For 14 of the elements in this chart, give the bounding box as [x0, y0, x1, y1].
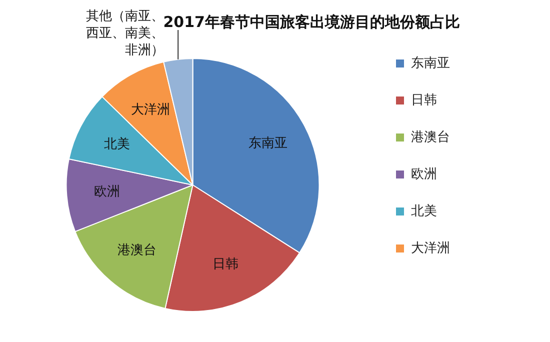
legend-label: 港澳台 — [411, 130, 450, 145]
chart-title: 2017年春节中国旅客出境游目的地份额占比 — [163, 12, 460, 31]
legend-label: 东南亚 — [411, 56, 450, 71]
slice-label: 大洋洲 — [130, 102, 170, 118]
legend-label: 北美 — [411, 202, 437, 219]
slice-label: 东南亚 — [248, 136, 288, 151]
slice-label: 港澳台 — [117, 242, 156, 258]
slice-label: 日韩 — [212, 256, 239, 272]
legend-label: 欧洲 — [411, 166, 437, 182]
legend-label: 日韩 — [411, 92, 437, 108]
slice-label: 欧洲 — [94, 184, 120, 200]
slice-label: 其他（南亚、西亚、南美、非洲） — [86, 8, 164, 58]
legend-label: 大洋洲 — [411, 240, 450, 256]
slice-label: 北美 — [104, 136, 130, 152]
